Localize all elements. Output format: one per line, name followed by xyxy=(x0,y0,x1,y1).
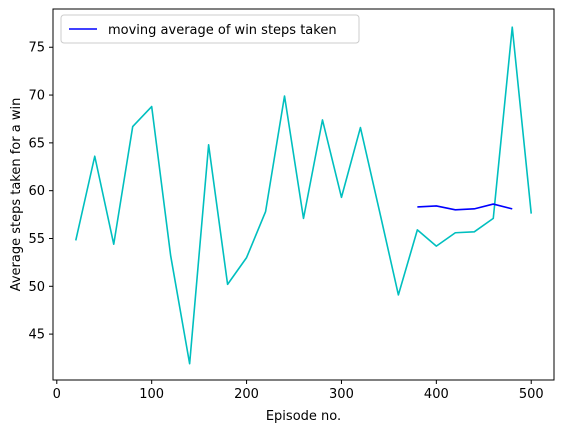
y-tick-label: 45 xyxy=(28,328,45,343)
legend-label-moving-average: moving average of win steps taken xyxy=(108,23,337,38)
axes-frame xyxy=(52,8,555,381)
x-tick-label: 300 xyxy=(329,387,354,402)
x-tick-label: 0 xyxy=(53,387,61,402)
x-tick-label: 500 xyxy=(519,387,544,402)
x-tick-label: 200 xyxy=(234,387,259,402)
y-tick-label: 60 xyxy=(28,184,45,199)
x-tick-label: 400 xyxy=(424,387,449,402)
x-tick-label: 100 xyxy=(139,387,164,402)
y-tick-label: 65 xyxy=(28,136,45,151)
x-axis: 0 100 200 300 400 500 xyxy=(53,380,544,402)
y-axis: 45 50 55 60 65 70 75 xyxy=(28,41,53,343)
legend-box xyxy=(60,14,360,44)
y-axis-label: Average steps taken for a win xyxy=(9,98,24,292)
x-axis-label: Episode no. xyxy=(266,409,341,424)
series-line-win-steps xyxy=(74,26,533,365)
legend: moving average of win steps taken xyxy=(60,14,360,44)
y-tick-label: 75 xyxy=(28,41,45,56)
plot-area xyxy=(52,8,555,381)
y-tick-label: 70 xyxy=(28,89,45,104)
y-tick-label: 55 xyxy=(28,232,45,247)
series-line-moving-average xyxy=(417,203,513,211)
y-tick-label: 50 xyxy=(28,280,45,295)
series-layer xyxy=(74,26,533,365)
